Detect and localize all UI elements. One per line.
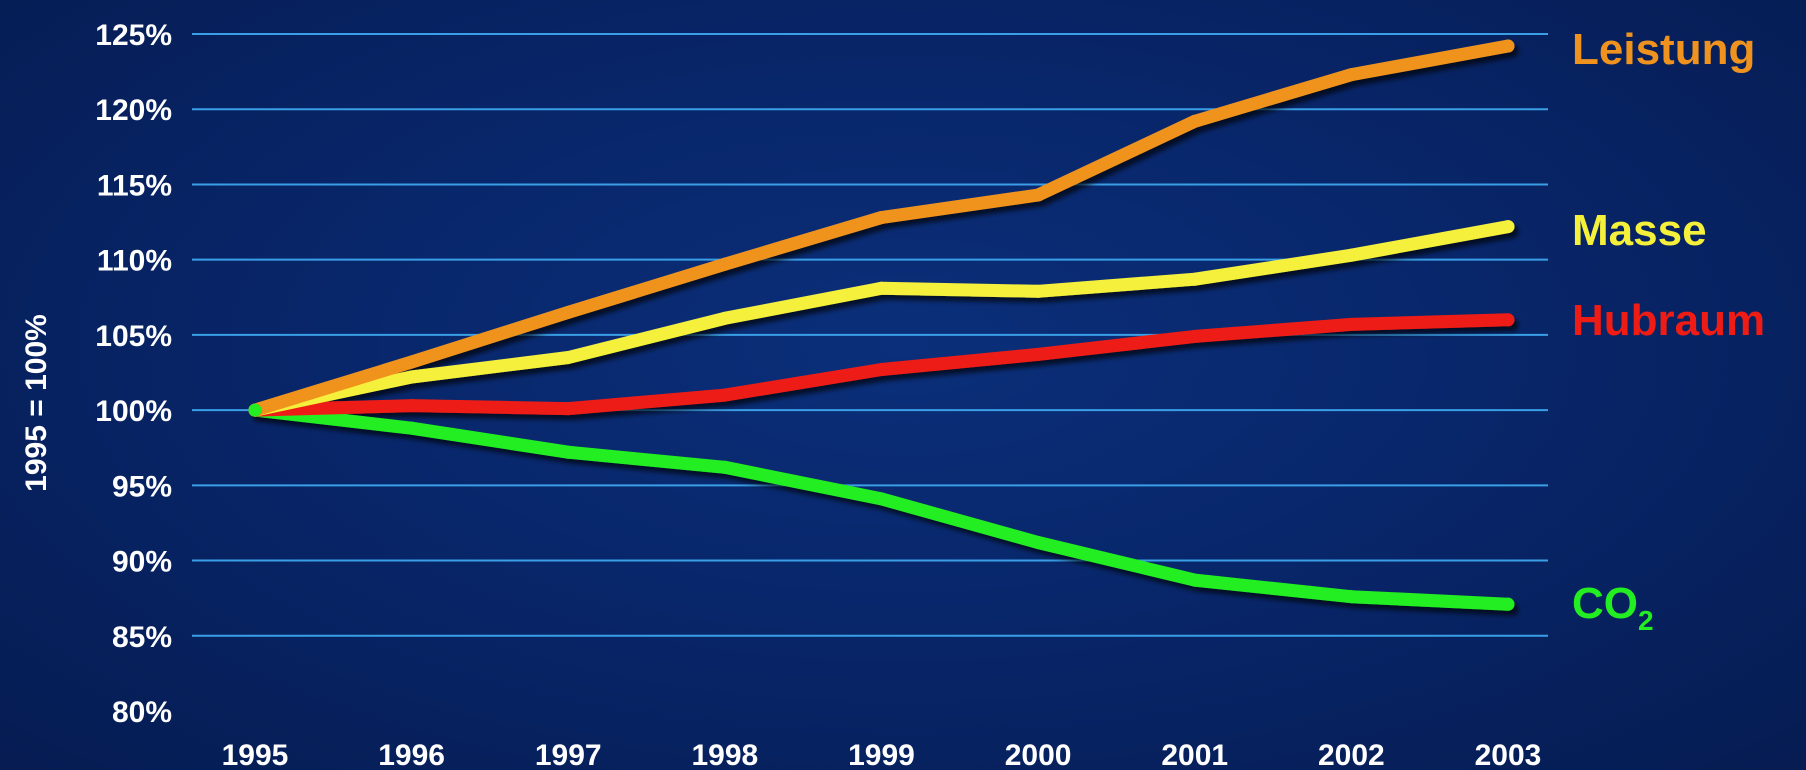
data-point-co2 [248,403,262,417]
x-tick-label: 1995 [222,739,289,770]
x-tick-label: 1996 [378,739,445,770]
data-point-hubraum [1344,317,1358,331]
x-tick-label: 2003 [1475,739,1542,770]
series-label-co2-main: CO [1572,579,1638,628]
data-point-masse [1501,220,1515,234]
y-tick-label: 80% [112,696,172,729]
data-point-masse [875,281,888,295]
data-point-leistung [1188,114,1202,128]
data-point-leistung [718,257,732,271]
data-point-masse [1344,248,1358,262]
data-point-co2 [718,460,732,474]
series-line-masse [248,220,1515,417]
y-axis-title: 1995 = 100% [20,314,53,492]
series-line-leistung [248,39,1515,417]
data-point-co2 [1188,573,1202,587]
series-label-co2: CO2 [1572,579,1654,636]
data-point-hubraum [405,399,419,413]
data-point-masse [561,350,575,364]
y-tick-label: 95% [112,470,172,503]
y-tick-label: 100% [95,395,172,428]
x-tick-label: 1998 [692,739,759,770]
data-point-co2 [561,445,575,459]
y-tick-label: 115% [97,169,172,202]
y-tick-label: 105% [95,320,172,353]
x-tick-label: 1999 [848,739,915,770]
data-point-hubraum [1188,329,1202,343]
series-labels: Leistung Masse Hubraum CO2 [1572,25,1765,636]
data-point-hubraum [561,402,575,416]
series-label-hubraum: Hubraum [1572,296,1765,345]
x-tick-label: 1997 [535,739,602,770]
data-point-leistung [561,305,575,319]
y-tick-label: 110% [97,245,172,278]
x-tick-label: 2000 [1005,739,1072,770]
data-point-co2 [1344,590,1358,604]
x-tick-label: 2001 [1161,739,1228,770]
y-tick-label: 90% [112,546,172,579]
y-tick-label: 125% [95,19,172,52]
data-point-masse [405,370,419,384]
y-tick-label: 85% [112,621,172,654]
y-axis-tick-labels: 80% 85% 90% 95% 100% 105% 110% 115% 120% 125% [95,19,172,729]
data-point-leistung [1031,188,1045,202]
data-point-co2 [875,492,888,506]
y-tick-label: 120% [95,94,172,127]
grid-lines [192,33,1548,637]
data-point-masse [1031,284,1045,298]
series-label-masse: Masse [1572,206,1707,255]
data-point-co2 [405,421,419,435]
series-label-co2-subscript: 2 [1638,605,1654,636]
series-line-co2 [248,403,1515,611]
data-point-hubraum [875,362,888,376]
data-point-hubraum [1031,347,1045,361]
data-point-leistung [1501,39,1515,53]
data-point-hubraum [718,388,732,402]
x-axis-tick-labels: 1995 1996 1997 1998 1999 2000 2001 2002 2003 [222,739,1542,770]
x-tick-label: 2002 [1318,739,1385,770]
data-point-masse [718,311,732,325]
series-lines [248,39,1515,611]
data-point-co2 [1501,597,1515,611]
series-label-leistung: Leistung [1572,25,1755,74]
data-point-leistung [405,355,419,369]
data-point-masse [1188,272,1202,286]
data-point-leistung [1344,68,1358,82]
data-point-leistung [875,211,888,225]
data-point-hubraum [1501,313,1515,327]
data-point-co2 [1031,536,1045,550]
